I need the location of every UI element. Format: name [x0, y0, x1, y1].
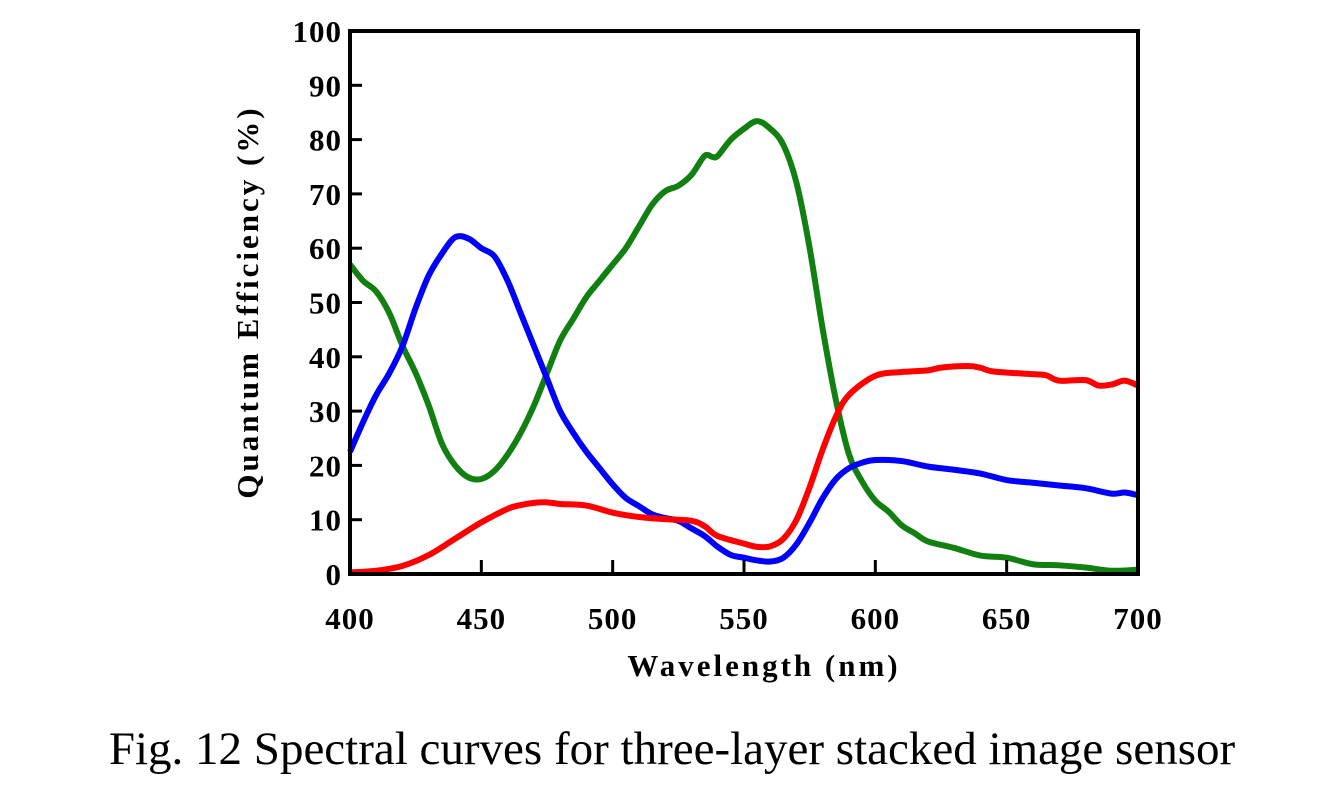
x-tick-label: 400 — [325, 601, 375, 636]
curves — [347, 118, 1140, 576]
y-tick-label: 100 — [293, 14, 343, 49]
series-line-0 — [347, 118, 1139, 574]
figure-caption: Fig. 12 Spectral curves for three-layer … — [108, 723, 1236, 775]
y-tick-label: 40 — [309, 340, 342, 375]
tick-labels: 400 450 500 550 600 650 700 0 10 20 30 40 50 60 70 80 90… — [293, 14, 1163, 636]
y-tick-label: 90 — [309, 68, 342, 103]
x-axis-label: Wavelength (nm) — [627, 648, 900, 683]
x-tick-label: 450 — [457, 601, 507, 636]
y-tick-label: 30 — [309, 394, 342, 429]
x-tick-label: 600 — [851, 601, 901, 636]
series-line-1 — [347, 233, 1139, 565]
x-tick-label: 650 — [982, 601, 1032, 636]
y-tick-label: 60 — [309, 231, 342, 266]
y-tick-label: 20 — [309, 448, 342, 483]
plot-frame — [348, 29, 1140, 576]
y-tick-label: 70 — [309, 177, 342, 212]
series-line-2 — [349, 363, 1140, 576]
x-tick-label: 500 — [588, 601, 638, 636]
ticks — [350, 83, 1009, 574]
x-tick-label: 550 — [719, 601, 769, 636]
y-tick-label: 50 — [309, 286, 342, 321]
y-tick-label: 0 — [326, 557, 343, 592]
y-tick-label: 10 — [309, 503, 342, 538]
y-tick-label: 80 — [309, 123, 342, 158]
y-axis-label: Quantum Efficiency (%) — [230, 105, 265, 498]
x-tick-label: 700 — [1113, 601, 1163, 636]
